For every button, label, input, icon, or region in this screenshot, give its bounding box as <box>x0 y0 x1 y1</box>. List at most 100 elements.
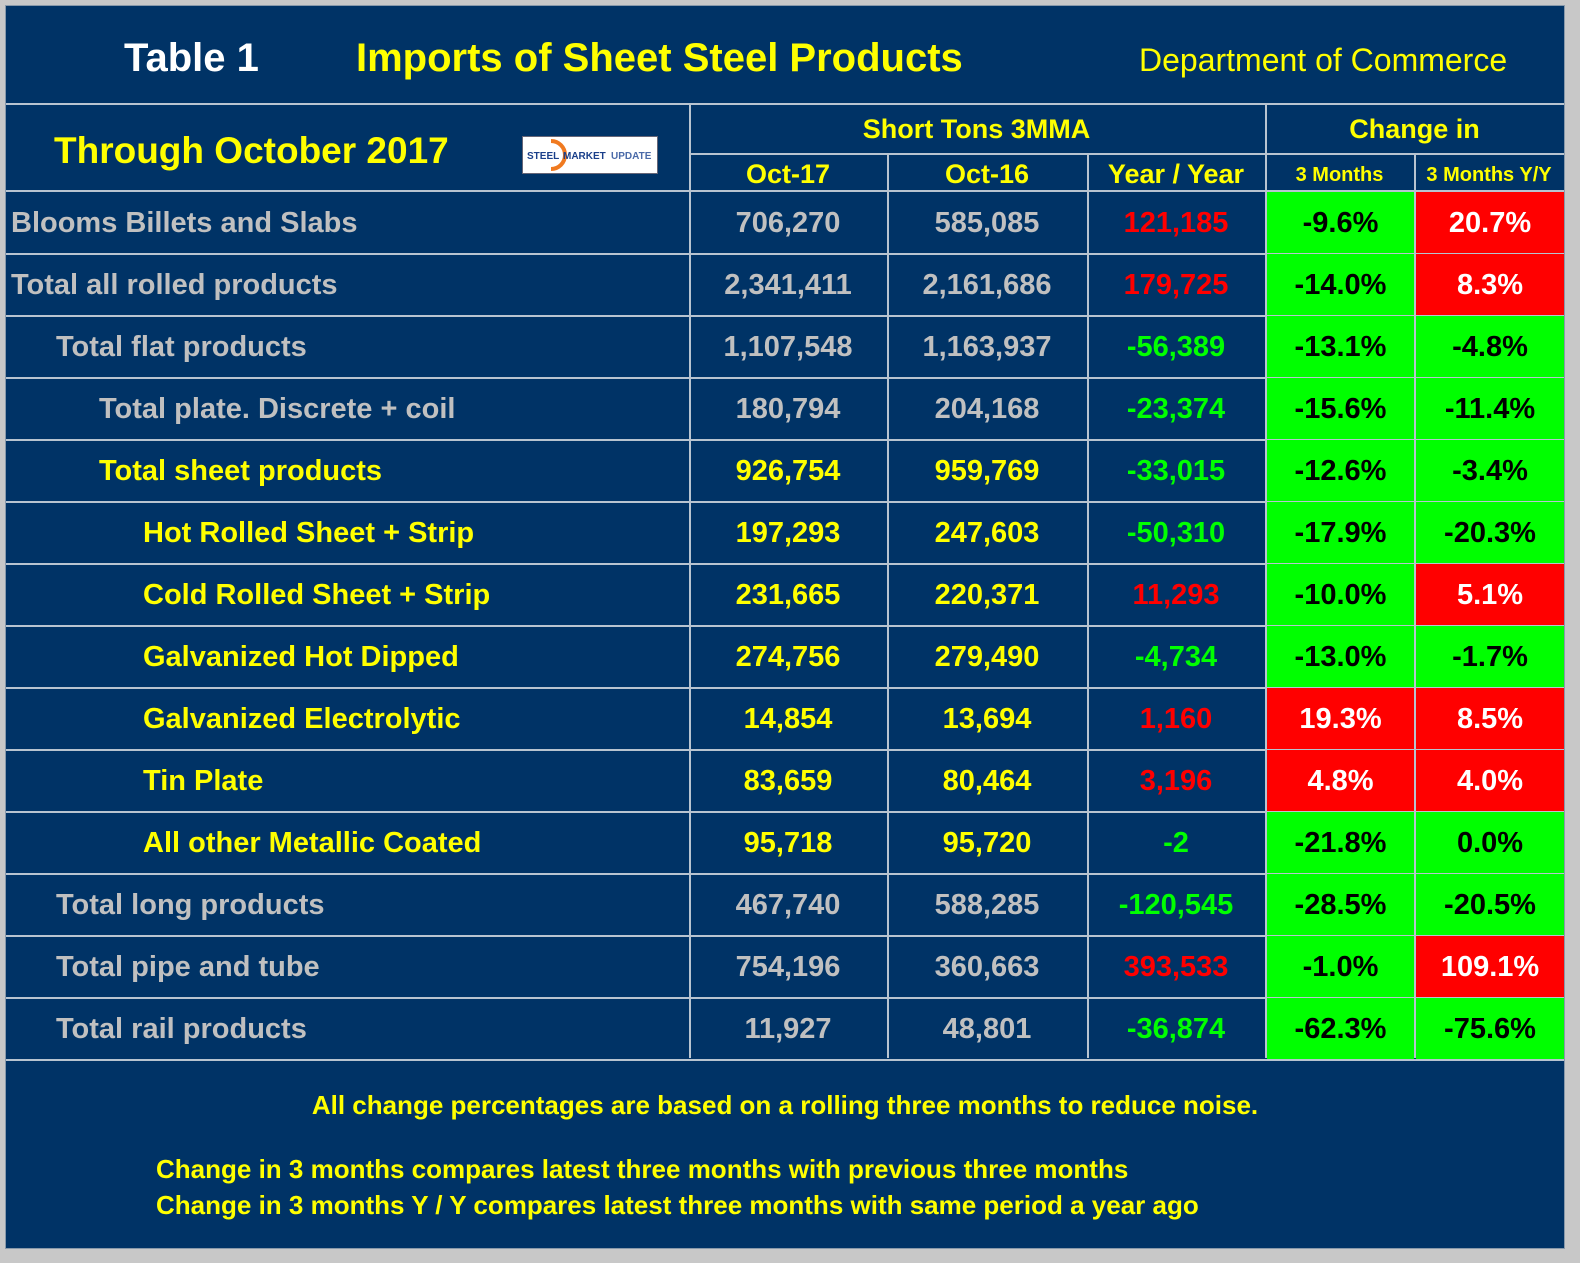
period-label: Through October 2017 <box>54 130 449 171</box>
steel-market-update-logo: STEEL MARKET UPDATE <box>522 136 658 174</box>
divider <box>1414 153 1416 1058</box>
cell-3-months: -62.3% <box>1267 998 1414 1060</box>
divider <box>6 997 1564 999</box>
divider <box>689 153 1564 155</box>
cell-oct16: 220,371 <box>934 579 1040 611</box>
cell-3-months: 4.8% <box>1267 750 1414 812</box>
cell-3-months-yy: -1.7% <box>1416 626 1564 688</box>
cell-3-months-yy: -11.4% <box>1416 378 1564 440</box>
cell-oct17: 274,756 <box>735 641 841 673</box>
divider <box>1087 153 1089 1058</box>
cell-3-months-yy: 5.1% <box>1416 564 1564 626</box>
cell-yoy: -23,374 <box>1126 393 1226 425</box>
col-header-oct17: Oct-17 <box>745 159 831 189</box>
row-label: Galvanized Hot Dipped <box>143 641 459 673</box>
table-row: All other Metallic Coated 95,718 95,720 -2 -… <box>6 812 1564 874</box>
cell-yoy: 11,293 <box>1132 579 1220 611</box>
row-label: Total pipe and tube <box>56 951 320 983</box>
row-label: Total rail products <box>56 1013 307 1045</box>
cell-yoy: -50,310 <box>1126 517 1226 549</box>
cell-3-months: -14.0% <box>1267 254 1414 316</box>
table-row: Total rail products 11,927 48,801 -36,874 -6… <box>6 998 1564 1060</box>
cell-yoy: 393,533 <box>1123 951 1229 983</box>
cell-oct17: 11,927 <box>744 1013 832 1045</box>
cell-3-months: -1.0% <box>1267 936 1414 998</box>
table-row: Total flat products 1,107,548 1,163,937 -56… <box>6 316 1564 378</box>
divider <box>6 501 1564 503</box>
cell-3-months: -17.9% <box>1267 502 1414 564</box>
cell-oct16: 247,603 <box>934 517 1040 549</box>
cell-oct17: 706,270 <box>735 207 841 239</box>
divider <box>887 153 889 1058</box>
divider <box>6 1059 1564 1061</box>
divider <box>6 439 1564 441</box>
col-header-oct16: Oct-16 <box>944 159 1030 189</box>
cell-oct16: 2,161,686 <box>922 269 1052 301</box>
cell-oct17: 1,107,548 <box>723 331 853 363</box>
row-label: Total flat products <box>56 331 307 363</box>
cell-yoy: 3,196 <box>1139 765 1213 797</box>
table-title: Imports of Sheet Steel Products <box>356 36 963 80</box>
source-label: Department of Commerce <box>1139 42 1508 78</box>
divider <box>6 749 1564 751</box>
col-header-3-months-yy: 3 Months Y/Y <box>1426 164 1552 186</box>
table-row: Total plate. Discrete + coil 180,794 204,1… <box>6 378 1564 440</box>
cell-3-months-yy: 4.0% <box>1416 750 1564 812</box>
cell-3-months: -9.6% <box>1267 192 1414 254</box>
cell-3-months-yy: -3.4% <box>1416 440 1564 502</box>
cell-oct16: 95,720 <box>942 827 1032 859</box>
cell-oct16: 48,801 <box>942 1013 1032 1045</box>
row-label: Cold Rolled Sheet + Strip <box>143 579 491 611</box>
cell-3-months-yy: 20.7% <box>1416 192 1564 254</box>
cell-3-months: -13.0% <box>1267 626 1414 688</box>
row-label: Blooms Billets and Slabs <box>11 207 358 239</box>
divider <box>6 190 1564 192</box>
group-header-change: Change in <box>1349 114 1480 144</box>
cell-oct17: 231,665 <box>735 579 841 611</box>
cell-3-months-yy: 109.1% <box>1416 936 1564 998</box>
table-row: Galvanized Electrolytic 14,854 13,694 1,160… <box>6 688 1564 750</box>
divider <box>6 873 1564 875</box>
divider <box>6 811 1564 813</box>
divider <box>6 103 1564 105</box>
table-row: Tin Plate 83,659 80,464 3,196 4.8% 4.0% <box>6 750 1564 812</box>
cell-3-months: -13.1% <box>1267 316 1414 378</box>
cell-oct16: 585,085 <box>934 207 1040 239</box>
table-row: Total pipe and tube 754,196 360,663 393,533… <box>6 936 1564 998</box>
cell-3-months-yy: -20.5% <box>1416 874 1564 936</box>
table-row: Galvanized Hot Dipped 274,756 279,490 -4,73… <box>6 626 1564 688</box>
col-header-year-year: Year / Year <box>1107 159 1245 189</box>
data-table: Table 1 Imports of Sheet Steel Products … <box>5 5 1565 1249</box>
cell-oct16: 279,490 <box>934 641 1040 673</box>
cell-yoy: 179,725 <box>1123 269 1229 301</box>
row-label: Galvanized Electrolytic <box>143 703 461 735</box>
divider <box>6 377 1564 379</box>
cell-yoy: -36,874 <box>1126 1013 1226 1045</box>
row-label: Tin Plate <box>143 765 264 797</box>
table-row: Hot Rolled Sheet + Strip 197,293 247,603 -5… <box>6 502 1564 564</box>
cell-3-months-yy: 0.0% <box>1416 812 1564 874</box>
table-row: Cold Rolled Sheet + Strip 231,665 220,371 1… <box>6 564 1564 626</box>
cell-oct17: 467,740 <box>735 889 841 921</box>
cell-yoy: -33,015 <box>1126 455 1226 487</box>
cell-oct17: 83,659 <box>743 765 833 797</box>
cell-3-months-yy: -20.3% <box>1416 502 1564 564</box>
divider <box>6 687 1564 689</box>
svg-text:UPDATE: UPDATE <box>611 151 652 162</box>
footer-note: All change percentages are based on a ro… <box>311 1090 1259 1120</box>
cell-oct16: 959,769 <box>934 455 1040 487</box>
cell-3-months: -15.6% <box>1267 378 1414 440</box>
table-row: Blooms Billets and Slabs 706,270 585,085 12… <box>6 192 1564 254</box>
cell-yoy: -120,545 <box>1118 889 1234 921</box>
footer-note: Change in 3 months compares latest three… <box>156 1154 1129 1184</box>
row-label: Hot Rolled Sheet + Strip <box>143 517 475 549</box>
cell-oct16: 360,663 <box>934 951 1040 983</box>
row-label: Total long products <box>56 889 325 921</box>
table-label: Table 1 <box>124 36 259 80</box>
cell-oct16: 80,464 <box>942 765 1032 797</box>
cell-oct17: 197,293 <box>735 517 841 549</box>
table-row: Total sheet products 926,754 959,769 -33,01… <box>6 440 1564 502</box>
row-label: Total sheet products <box>99 455 383 487</box>
cell-yoy: -4,734 <box>1134 641 1218 673</box>
divider <box>6 563 1564 565</box>
